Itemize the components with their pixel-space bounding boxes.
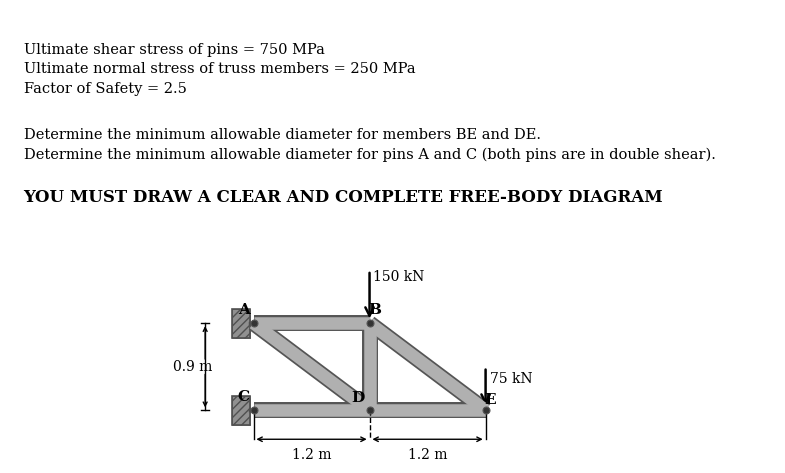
Text: 75 kN: 75 kN (491, 372, 533, 385)
Text: 1.2 m: 1.2 m (408, 448, 447, 462)
Text: A: A (238, 303, 250, 317)
Bar (232, 309, 250, 338)
Text: 150 kN: 150 kN (374, 270, 425, 284)
Text: 1.2 m: 1.2 m (292, 448, 331, 462)
Text: 0.9 m: 0.9 m (173, 360, 212, 374)
Text: Ultimate normal stress of truss members = 250 MPa: Ultimate normal stress of truss members … (24, 62, 415, 77)
Text: Factor of Safety = 2.5: Factor of Safety = 2.5 (24, 82, 186, 96)
Text: E: E (484, 394, 496, 407)
Text: Determine the minimum allowable diameter for members BE and DE.: Determine the minimum allowable diameter… (24, 128, 541, 142)
Bar (232, 396, 250, 425)
Bar (232, 396, 250, 425)
Text: YOU MUST DRAW A CLEAR AND COMPLETE FREE-BODY DIAGRAM: YOU MUST DRAW A CLEAR AND COMPLETE FREE-… (24, 189, 663, 206)
Text: B: B (368, 303, 381, 317)
Text: C: C (238, 390, 250, 404)
Bar (232, 309, 250, 338)
Text: D: D (352, 392, 364, 405)
Text: Determine the minimum allowable diameter for pins A and C (both pins are in doub: Determine the minimum allowable diameter… (24, 148, 715, 162)
Text: Ultimate shear stress of pins = 750 MPa: Ultimate shear stress of pins = 750 MPa (24, 43, 324, 57)
